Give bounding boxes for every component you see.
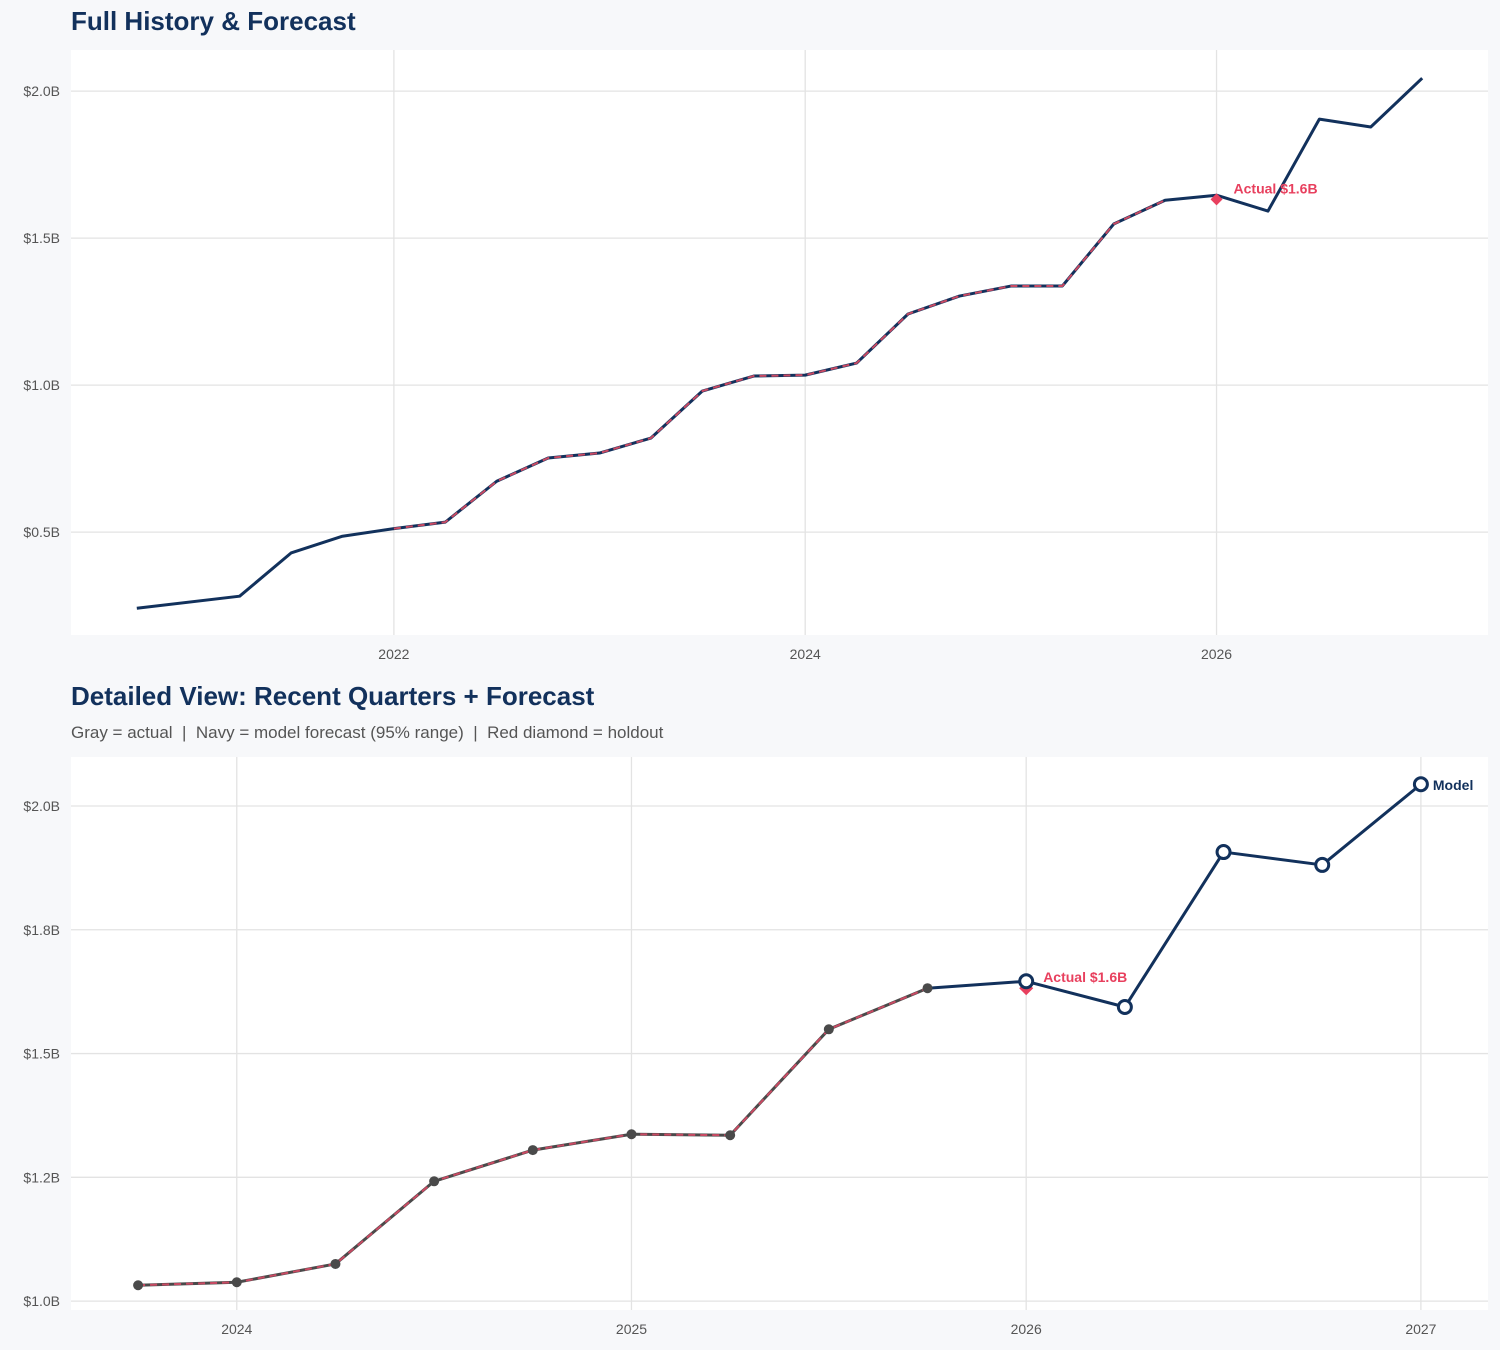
bottom-actual-point <box>725 1130 736 1141</box>
bottom-chart: $1.0B $1.2B $1.5B $1.8B $2.0B 2024 2025 2026 202… <box>23 757 1488 1337</box>
bottom-forecast-point <box>1215 844 1232 861</box>
bottom-actual-point <box>133 1280 144 1291</box>
bottom-x-tick-label: 2027 <box>1405 1321 1436 1337</box>
bottom-y-tick-label: $1.5B <box>23 1046 60 1062</box>
top-holdout-diamond <box>1210 193 1223 206</box>
top-x-tick-label: 2022 <box>378 646 409 662</box>
top-y-tick-label: $0.5B <box>23 524 60 540</box>
bottom-forecast-point <box>1018 973 1035 990</box>
bottom-forecast-point <box>1314 856 1331 873</box>
top-chart: $0.5B $1.0B $1.5B $2.0B 2022 2024 2026 Actual $… <box>23 50 1488 662</box>
bottom-x-tick-label: 2026 <box>1011 1321 1042 1337</box>
bottom-series-model-line <box>927 783 1422 1009</box>
bottom-holdout-label: Actual $1.6B <box>1043 969 1127 985</box>
top-y-tick-label: $2.0B <box>23 83 60 99</box>
bottom-model-label: Model <box>1433 777 1473 793</box>
bottom-y-tick-label: $1.2B <box>23 1169 60 1185</box>
bottom-actual-point <box>626 1129 637 1140</box>
bottom-y-tick-label: $1.0B <box>23 1293 60 1309</box>
top-y-tick-label: $1.5B <box>23 230 60 246</box>
top-y-tick-label: $1.0B <box>23 377 60 393</box>
bottom-x-tick-label: 2024 <box>221 1321 252 1337</box>
bottom-series-fit-line <box>138 987 928 1287</box>
bottom-x-tick-label: 2025 <box>616 1321 647 1337</box>
bottom-actual-point <box>429 1176 440 1187</box>
bottom-forecast-point <box>1412 776 1429 793</box>
top-x-tick-label: 2026 <box>1201 646 1232 662</box>
bottom-plot-area <box>71 757 1488 1310</box>
bottom-chart-subtitle: Gray = actual | Navy = model forecast (9… <box>71 723 664 742</box>
bottom-actual-point <box>527 1145 538 1156</box>
bottom-actual-point <box>330 1258 341 1269</box>
top-plot-area <box>71 50 1488 635</box>
bottom-actual-point <box>231 1277 242 1288</box>
bottom-chart-title: Detailed View: Recent Quarters + Forecas… <box>71 681 595 711</box>
bottom-forecast-point <box>1116 999 1133 1016</box>
bottom-actual-point <box>823 1024 834 1035</box>
top-series-fit-line <box>393 199 1166 530</box>
top-x-tick-label: 2024 <box>790 646 821 662</box>
bottom-y-tick-label: $1.8B <box>23 922 60 938</box>
top-holdout-label: Actual $1.6B <box>1234 180 1318 196</box>
bottom-y-tick-label: $2.0B <box>23 798 60 814</box>
bottom-actual-point <box>922 983 933 994</box>
top-chart-title: Full History & Forecast <box>71 6 356 36</box>
